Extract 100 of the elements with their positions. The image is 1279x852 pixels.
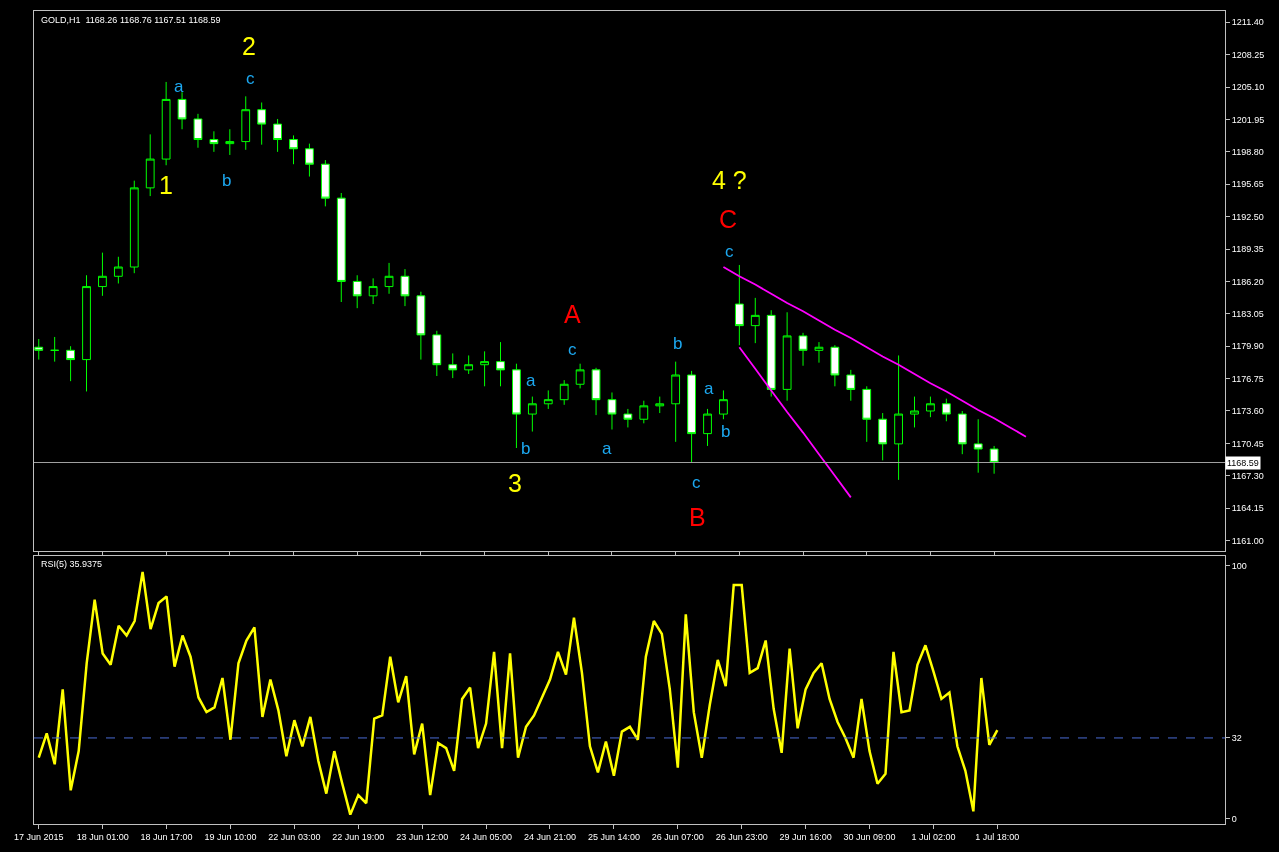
y-tick-label: 1195.65 (1231, 179, 1264, 190)
annotation: b (721, 422, 731, 441)
y-tick-label: 1192.50 (1231, 211, 1264, 222)
candlestick (273, 118, 282, 153)
y-tick-label: 1173.60 (1231, 406, 1264, 417)
candlestick (289, 134, 298, 165)
x-tick-label: 25 Jun 14:00 (587, 831, 640, 842)
line-series (738, 346, 852, 499)
candlestick (400, 268, 410, 307)
candlestick (878, 412, 888, 461)
candlestick (750, 297, 760, 344)
x-tick-label: 22 Jun 03:00 (268, 831, 321, 842)
candlestick (305, 143, 314, 178)
candlestick (623, 408, 633, 428)
candlestick (734, 264, 744, 346)
candlestick (973, 418, 983, 474)
x-tick-label: 1 Jul 18:00 (975, 831, 1020, 842)
candlestick (559, 379, 569, 406)
candlestick (480, 350, 489, 387)
annotation: B (689, 503, 706, 531)
y-tick-label: 1201.95 (1231, 114, 1265, 125)
candlestick (782, 311, 792, 402)
annotation: C (719, 205, 738, 233)
x-tick-label: 26 Jun 23:00 (715, 831, 768, 842)
candlestick (98, 252, 107, 297)
candlestick (464, 354, 474, 375)
candlestick (894, 354, 903, 481)
annotation: 3 (508, 469, 522, 497)
annotation: a (704, 379, 714, 398)
candlestick (320, 159, 330, 207)
x-tick-label: 29 Jun 16:00 (779, 831, 832, 842)
candlestick (177, 91, 187, 130)
candlestick (957, 410, 967, 455)
candlestick (926, 396, 935, 418)
candlestick (655, 396, 665, 414)
annotation: 1 (159, 171, 173, 199)
y-tick-label: 1211.40 (1231, 17, 1264, 28)
candlestick (34, 338, 44, 361)
candlestick (352, 274, 362, 309)
annotation: a (602, 439, 612, 458)
x-tick-label: 18 Jun 17:00 (140, 831, 193, 842)
candlestick (543, 389, 553, 410)
line-series (37, 570, 999, 816)
candlestick (910, 396, 919, 428)
candlestick (161, 81, 171, 166)
annotation: a (174, 77, 184, 96)
y-tick-label: 1189.35 (1231, 244, 1264, 255)
candlestick (512, 363, 521, 449)
y-tick-label: 0 (1231, 814, 1237, 825)
x-tick-label: 18 Jun 01:00 (76, 831, 129, 842)
candlestick (607, 391, 617, 430)
annotation: c (692, 473, 701, 492)
annotation: c (568, 340, 577, 359)
candlestick (527, 396, 537, 433)
candlestick (432, 330, 442, 377)
x-tick-label: 17 Jun 2015 (13, 831, 64, 842)
candlestick (687, 370, 696, 463)
candlestick (989, 445, 999, 475)
candlestick (798, 332, 808, 367)
candlestick (830, 344, 840, 387)
candlestick (862, 385, 872, 443)
y-tick-label: 1170.45 (1231, 438, 1264, 449)
y-tick-label: 100 (1231, 560, 1247, 571)
candlestick (225, 128, 235, 156)
annotation: b (521, 439, 531, 458)
candlestick (193, 113, 203, 149)
annotation: b (673, 334, 683, 353)
y-tick-label: 1179.90 (1231, 341, 1264, 352)
annotation: c (246, 69, 255, 88)
candlestick (384, 262, 394, 295)
candlestick (448, 352, 458, 379)
candlestick (703, 408, 712, 447)
candlestick (846, 369, 856, 402)
candlestick (416, 291, 426, 361)
line-series (722, 266, 1027, 438)
y-tick-label: 1164.15 (1231, 503, 1264, 514)
candlestick (719, 389, 728, 420)
y-tick-label: 1205.10 (1231, 82, 1265, 93)
y-tick-label: 1186.20 (1231, 276, 1264, 287)
annotation: a (526, 371, 536, 390)
y-tick-label: 1176.75 (1231, 373, 1264, 384)
candlestick (145, 133, 155, 197)
candlestick (241, 95, 251, 151)
y-tick-label: 1183.05 (1231, 308, 1264, 319)
candlestick (766, 309, 776, 398)
x-tick-label: 1 Jul 02:00 (911, 831, 956, 842)
annotation: A (564, 300, 581, 328)
annotation: c (725, 242, 734, 261)
chart-title: RSI(5) 35.9375 (41, 559, 103, 569)
y-tick-label: 1167.30 (1231, 470, 1264, 481)
annotation: b (222, 171, 232, 190)
x-tick-label: 24 Jun 21:00 (523, 831, 577, 842)
x-tick-label: 26 Jun 07:00 (651, 831, 704, 842)
candlestick (941, 398, 951, 422)
candlestick (336, 192, 346, 303)
annotation: 4 ? (712, 166, 747, 194)
candlestick (113, 256, 123, 284)
candlestick (814, 341, 824, 364)
y-tick-label: 1208.25 (1231, 49, 1265, 60)
candlestick (671, 361, 681, 443)
